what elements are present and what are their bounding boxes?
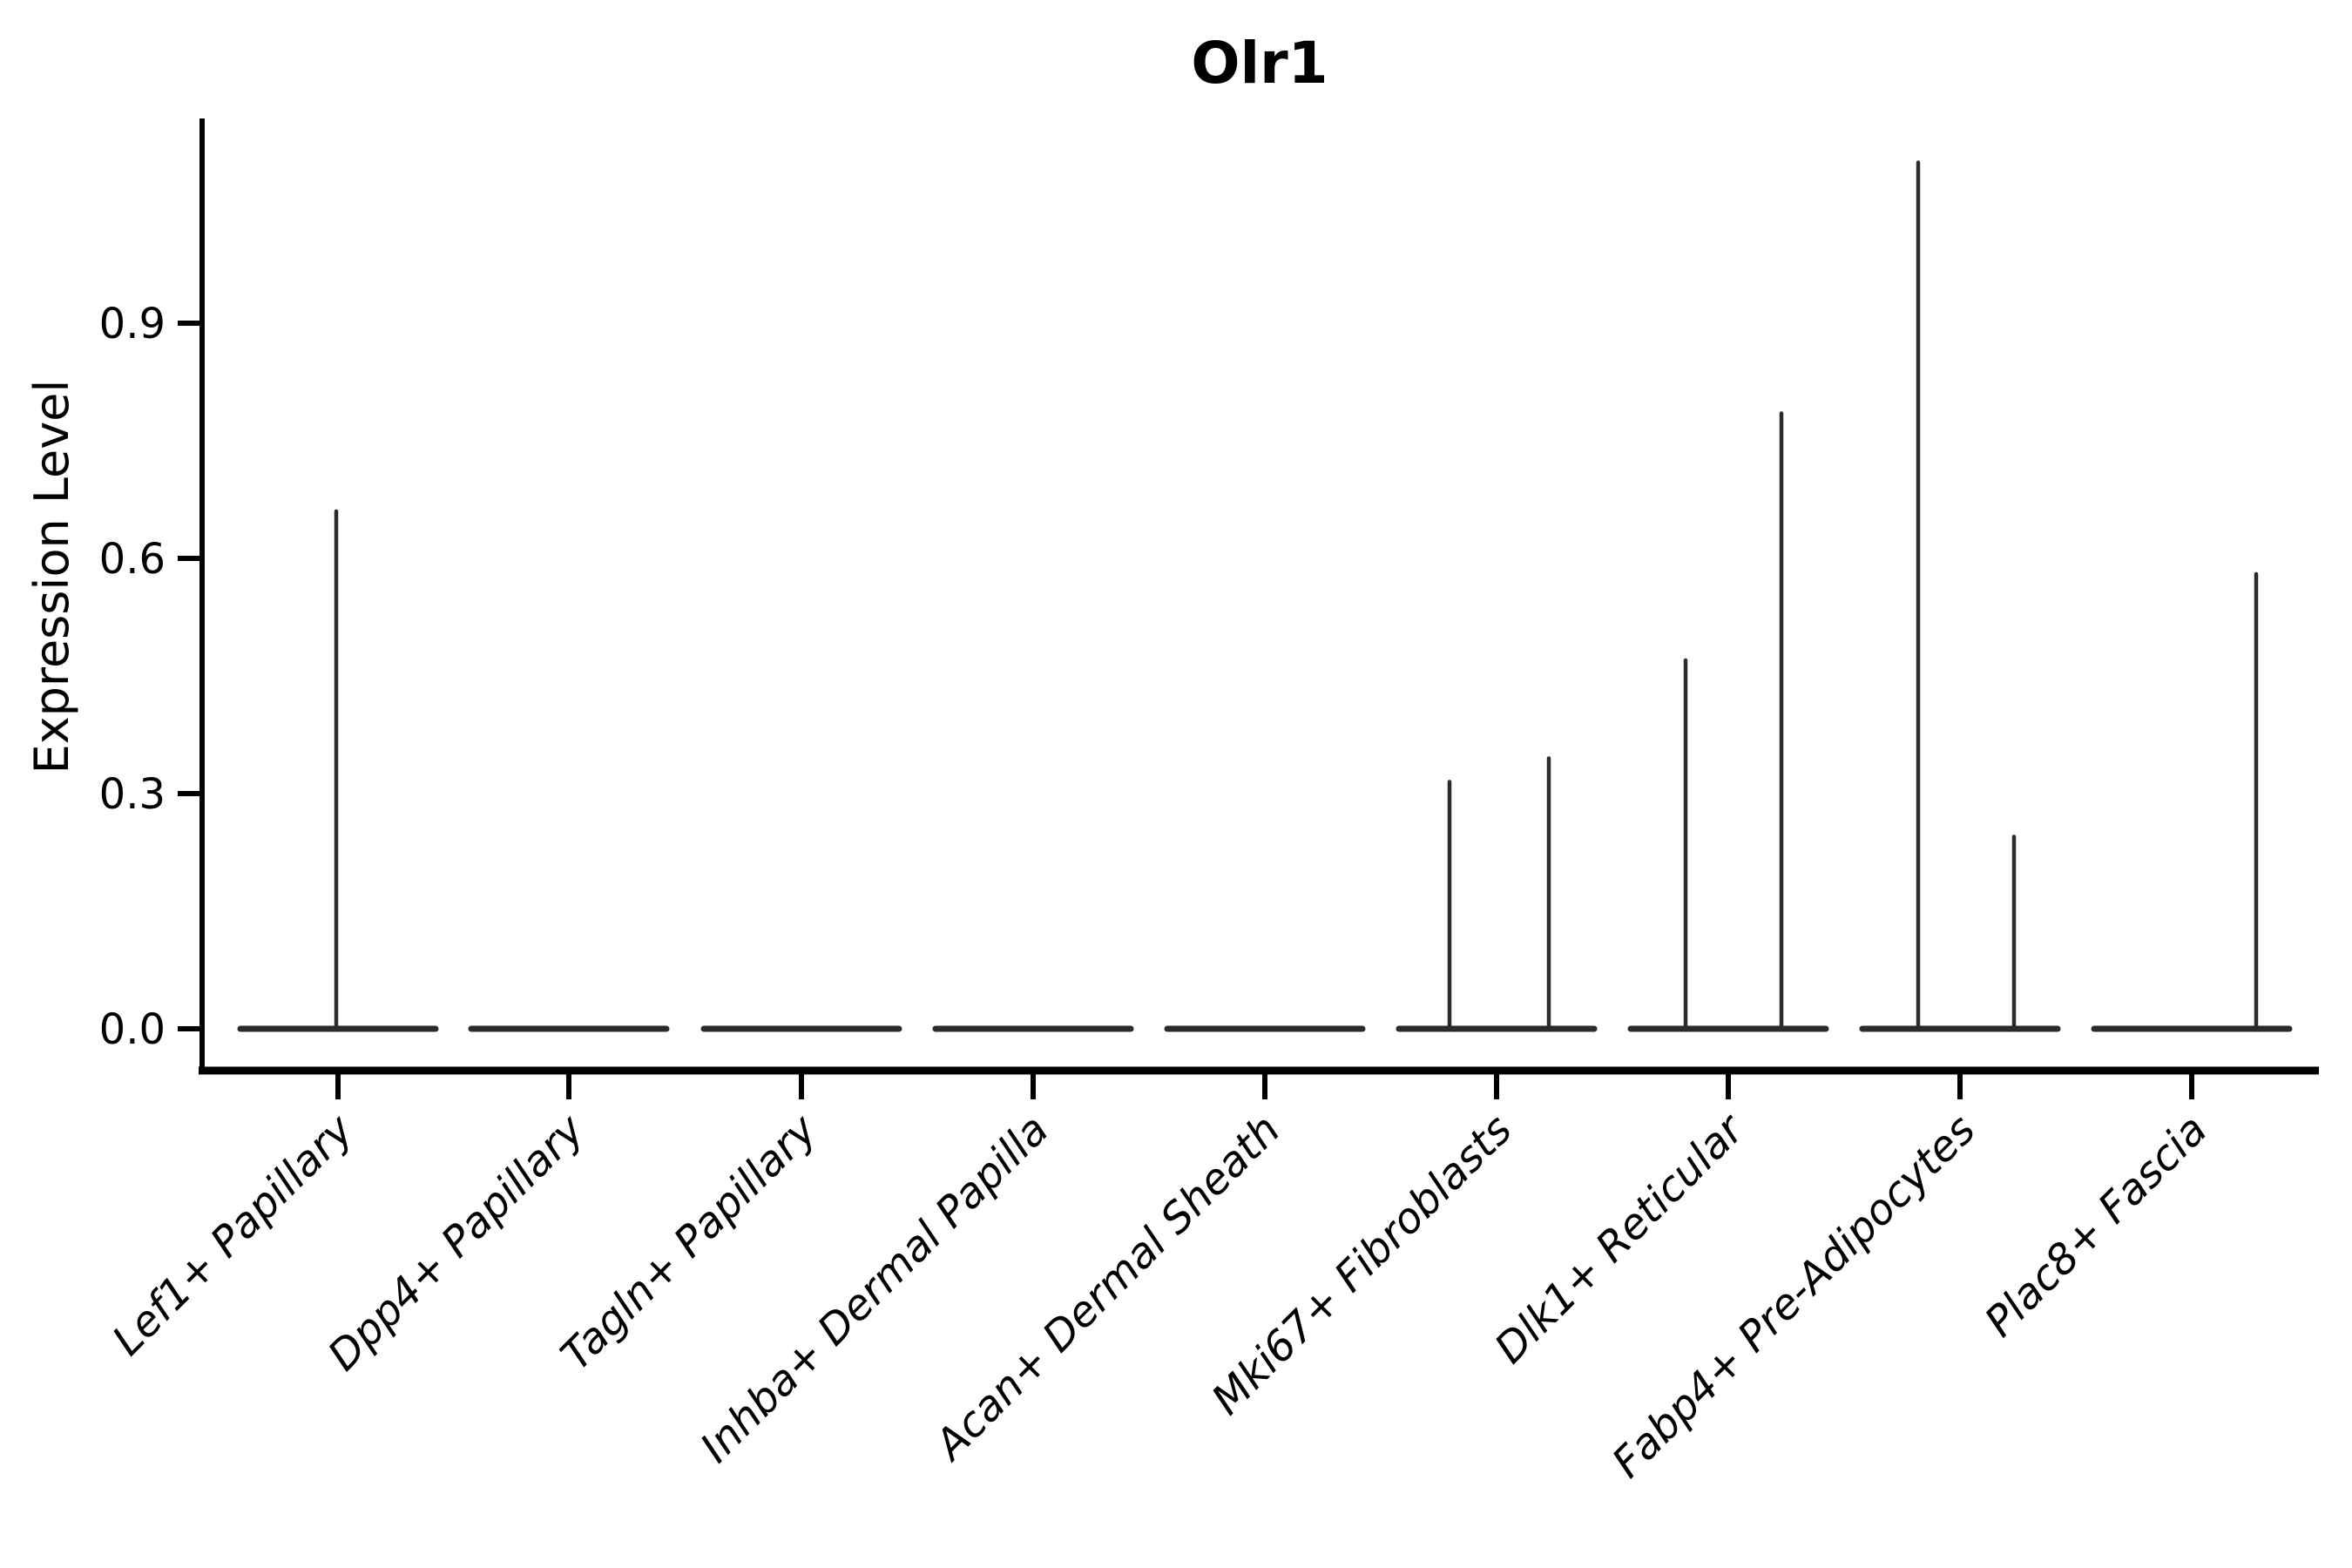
x-ticks [335,1071,2194,1099]
y-axis-label: Expression Level [24,380,79,774]
x-axis [199,1066,2319,1099]
y-tick-label: 0.6 [99,535,166,584]
y-ticks: 0.0 0.3 0.6 0.9 [99,300,202,1054]
violins [237,160,2293,1032]
y-axis: 0.0 0.3 0.6 0.9 [99,118,205,1072]
x-tick-label: Dpp4+ Papillary [319,1105,594,1380]
y-tick-label: 0.0 [99,1005,166,1054]
y-tick-label: 0.3 [99,770,166,819]
x-tick-label: Dlk1+ Reticular [1485,1104,1755,1374]
x-tick-label: Lef1+ Papillary [103,1105,363,1365]
x-tick-label: Tagln+ Papillary [551,1105,827,1380]
x-tick-label: Plac8+ Fascia [1976,1105,2217,1347]
y-tick-label: 0.9 [99,300,166,348]
plot-title: Olr1 [1191,30,1328,97]
